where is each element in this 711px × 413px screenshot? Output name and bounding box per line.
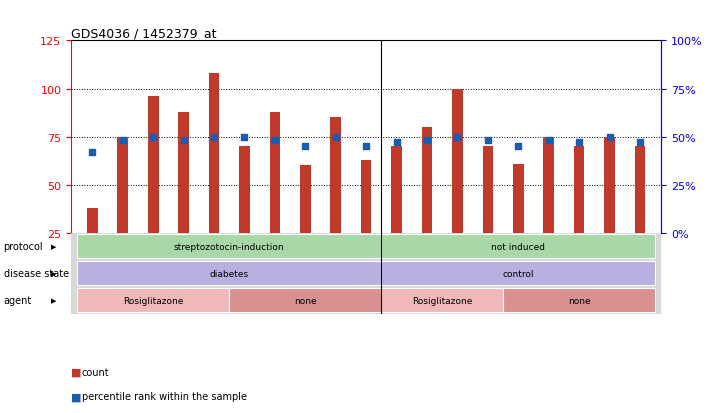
Bar xyxy=(77,289,229,312)
Text: ■: ■ xyxy=(71,367,82,377)
Point xyxy=(208,134,220,140)
Text: diabetes: diabetes xyxy=(210,269,249,278)
Text: none: none xyxy=(294,296,316,305)
Bar xyxy=(269,112,280,233)
Text: protocol: protocol xyxy=(4,242,43,252)
Bar xyxy=(381,262,655,285)
Bar xyxy=(604,137,615,233)
Point xyxy=(451,134,463,140)
Bar xyxy=(513,164,523,233)
Point xyxy=(604,134,615,140)
Bar xyxy=(209,74,220,233)
Text: count: count xyxy=(82,367,109,377)
Text: GDS4036 / 1452379_at: GDS4036 / 1452379_at xyxy=(71,27,217,40)
Text: agent: agent xyxy=(4,295,32,306)
Point xyxy=(239,134,250,140)
Text: ▶: ▶ xyxy=(50,297,56,304)
Bar xyxy=(229,289,381,312)
Point xyxy=(360,144,372,150)
Text: Rosiglitazone: Rosiglitazone xyxy=(412,296,472,305)
Point xyxy=(634,140,646,146)
Point xyxy=(391,140,402,146)
Bar xyxy=(87,208,97,233)
Bar xyxy=(361,160,371,233)
Text: control: control xyxy=(503,269,534,278)
Bar xyxy=(77,262,381,285)
Text: disease state: disease state xyxy=(4,268,69,278)
Point xyxy=(178,138,189,145)
Bar xyxy=(635,147,646,233)
Bar xyxy=(148,97,159,233)
Text: not induced: not induced xyxy=(491,242,545,251)
Text: ■: ■ xyxy=(71,392,82,401)
Point xyxy=(87,150,98,156)
Point xyxy=(573,140,584,146)
Text: none: none xyxy=(568,296,590,305)
Bar xyxy=(452,89,463,233)
Point xyxy=(543,138,555,145)
Bar xyxy=(381,235,655,259)
Text: ▶: ▶ xyxy=(50,244,56,250)
Bar xyxy=(300,166,311,233)
Bar xyxy=(422,128,432,233)
Bar xyxy=(543,137,554,233)
Point xyxy=(513,144,524,150)
Point xyxy=(117,138,129,145)
Point xyxy=(148,134,159,140)
Text: ▶: ▶ xyxy=(50,271,56,277)
Bar xyxy=(381,289,503,312)
Bar xyxy=(574,147,584,233)
Text: streptozotocin-induction: streptozotocin-induction xyxy=(174,242,284,251)
Text: Rosiglitazone: Rosiglitazone xyxy=(123,296,183,305)
Text: percentile rank within the sample: percentile rank within the sample xyxy=(82,392,247,401)
Point xyxy=(299,144,311,150)
Bar xyxy=(77,235,381,259)
Bar xyxy=(117,137,128,233)
Bar xyxy=(331,118,341,233)
Point xyxy=(269,138,281,145)
Point xyxy=(482,138,493,145)
Point xyxy=(330,134,341,140)
Bar xyxy=(483,147,493,233)
Bar xyxy=(239,147,250,233)
Bar xyxy=(178,112,189,233)
Point xyxy=(422,138,433,145)
Bar xyxy=(503,289,655,312)
Bar xyxy=(391,147,402,233)
